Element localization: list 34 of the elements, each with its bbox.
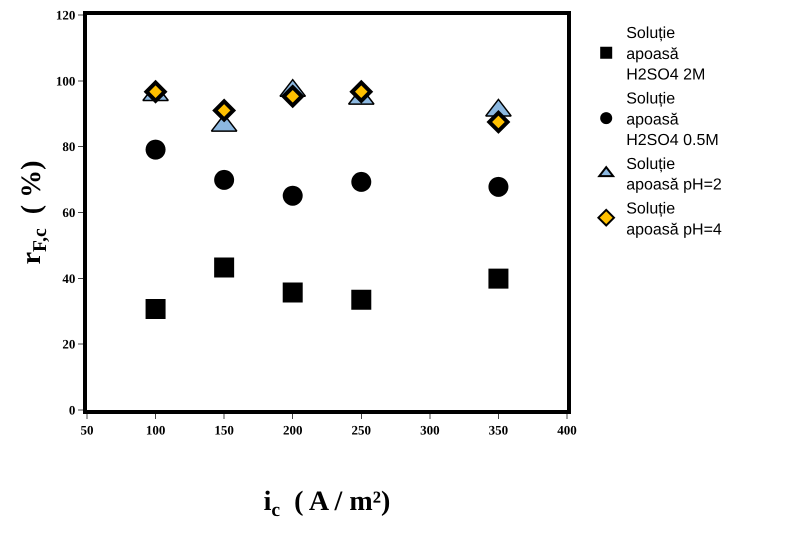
y-tick-label: 40 [62, 270, 76, 286]
x-tick-label: 350 [488, 422, 508, 438]
legend-label: Soluție apoasă H2SO4 2M [626, 25, 706, 84]
x-tick-label: 300 [420, 422, 440, 438]
x-tick-label: 200 [282, 422, 302, 438]
legend-label: Soluție apoasă pH=2 [626, 156, 722, 194]
y-tick-label: 80 [62, 139, 76, 154]
point [351, 172, 372, 192]
point [282, 282, 303, 302]
point [488, 268, 508, 289]
y-tick-label: 0 [68, 402, 76, 418]
x-tick-label: 100 [146, 422, 166, 438]
point [213, 99, 236, 122]
point [487, 110, 510, 134]
x-tick-label: 150 [214, 422, 234, 438]
point [351, 290, 372, 310]
point [488, 176, 508, 197]
y-tick-label: 20 [62, 336, 76, 352]
point [146, 298, 166, 319]
point [282, 186, 303, 206]
point [214, 257, 234, 278]
point [350, 80, 372, 103]
x-axis-title: i$_{c}$ ( A / m²) [264, 486, 390, 522]
x-tick-label: 400 [557, 422, 577, 438]
point [146, 140, 166, 160]
point [214, 170, 234, 190]
point [282, 85, 304, 108]
legend-label: Soluție apoasă H2SO4 0.5M [626, 90, 719, 150]
legend-label: Soluție apoasă pH=4 [626, 200, 722, 238]
y-tick-label: 60 [62, 205, 76, 220]
y-tick-label: 100 [56, 73, 76, 88]
x-tick-label: 250 [352, 422, 372, 438]
y-tick-label: 120 [56, 8, 76, 23]
x-tick-label: 50 [80, 422, 94, 438]
